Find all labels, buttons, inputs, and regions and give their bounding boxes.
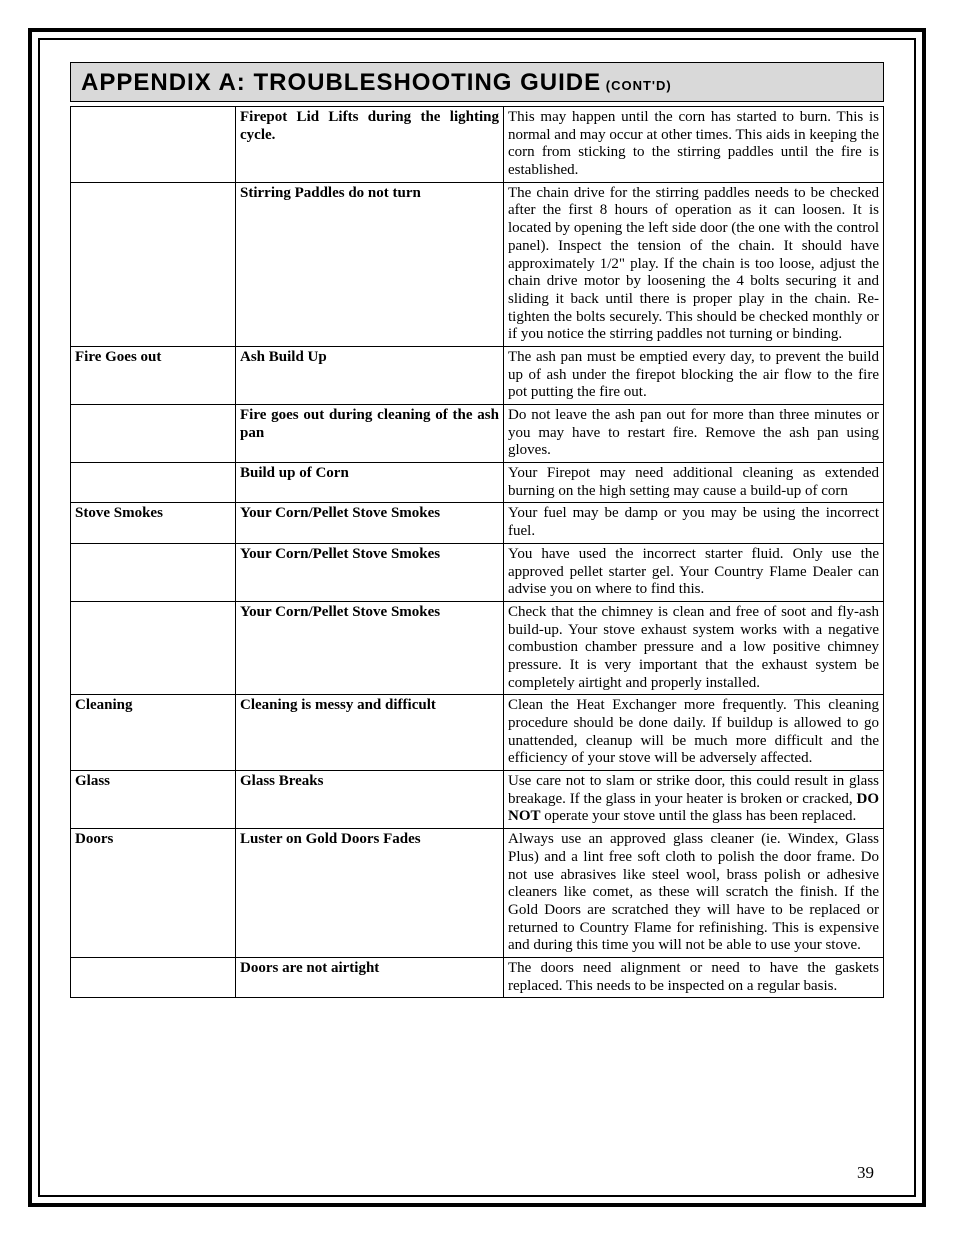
- problem-cell: Glass Breaks: [236, 771, 504, 829]
- table-row: Build up of CornYour Firepot may need ad…: [71, 463, 884, 503]
- problem-cell: Stirring Paddles do not turn: [236, 182, 504, 346]
- category-cell: [71, 182, 236, 346]
- page-title: APPENDIX A: TROUBLESHOOTING GUIDE: [81, 69, 601, 96]
- category-cell: Cleaning: [71, 695, 236, 771]
- solution-cell: The chain drive for the stirring paddles…: [504, 182, 884, 346]
- category-cell: [71, 601, 236, 694]
- table-row: Firepot Lid Lifts during the lighting cy…: [71, 107, 884, 183]
- table-row: Fire goes out during cleaning of the ash…: [71, 405, 884, 463]
- category-cell: [71, 543, 236, 601]
- problem-cell: Ash Build Up: [236, 346, 504, 404]
- category-cell: [71, 405, 236, 463]
- troubleshooting-table: Firepot Lid Lifts during the lighting cy…: [70, 106, 884, 998]
- solution-cell: Use care not to slam or strike door, thi…: [504, 771, 884, 829]
- problem-cell: Cleaning is messy and difficult: [236, 695, 504, 771]
- category-cell: Fire Goes out: [71, 346, 236, 404]
- outer-frame: APPENDIX A: TROUBLESHOOTING GUIDE (CONT'…: [28, 28, 926, 1207]
- title-banner: APPENDIX A: TROUBLESHOOTING GUIDE (CONT'…: [70, 62, 884, 102]
- problem-cell: Build up of Corn: [236, 463, 504, 503]
- solution-cell: The doors need alignment or need to have…: [504, 957, 884, 997]
- page-number: 39: [857, 1163, 874, 1183]
- category-cell: Stove Smokes: [71, 503, 236, 543]
- solution-cell: Your Firepot may need additional cleanin…: [504, 463, 884, 503]
- problem-cell: Luster on Gold Doors Fades: [236, 829, 504, 958]
- table-row: Stirring Paddles do not turnThe chain dr…: [71, 182, 884, 346]
- solution-cell: Check that the chimney is clean and free…: [504, 601, 884, 694]
- table-body: Firepot Lid Lifts during the lighting cy…: [71, 107, 884, 998]
- solution-cell: Always use an approved glass cleaner (ie…: [504, 829, 884, 958]
- solution-cell: The ash pan must be emptied every day, t…: [504, 346, 884, 404]
- problem-cell: Your Corn/Pellet Stove Smokes: [236, 601, 504, 694]
- problem-cell: Your Corn/Pellet Stove Smokes: [236, 543, 504, 601]
- table-row: DoorsLuster on Gold Doors FadesAlways us…: [71, 829, 884, 958]
- table-row: Fire Goes outAsh Build UpThe ash pan mus…: [71, 346, 884, 404]
- solution-cell: This may happen until the corn has start…: [504, 107, 884, 183]
- table-row: Your Corn/Pellet Stove SmokesCheck that …: [71, 601, 884, 694]
- table-row: GlassGlass BreaksUse care not to slam or…: [71, 771, 884, 829]
- table-row: CleaningCleaning is messy and difficultC…: [71, 695, 884, 771]
- table-row: Your Corn/Pellet Stove SmokesYou have us…: [71, 543, 884, 601]
- problem-cell: Doors are not airtight: [236, 957, 504, 997]
- category-cell: Glass: [71, 771, 236, 829]
- category-cell: Doors: [71, 829, 236, 958]
- solution-cell: You have used the incorrect starter flui…: [504, 543, 884, 601]
- category-cell: [71, 107, 236, 183]
- category-cell: [71, 957, 236, 997]
- problem-cell: Your Corn/Pellet Stove Smokes: [236, 503, 504, 543]
- solution-cell: Clean the Heat Exchanger more frequently…: [504, 695, 884, 771]
- problem-cell: Firepot Lid Lifts during the lighting cy…: [236, 107, 504, 183]
- inner-frame: APPENDIX A: TROUBLESHOOTING GUIDE (CONT'…: [38, 38, 916, 1197]
- problem-cell: Fire goes out during cleaning of the ash…: [236, 405, 504, 463]
- table-row: Doors are not airtightThe doors need ali…: [71, 957, 884, 997]
- solution-cell: Your fuel may be damp or you may be usin…: [504, 503, 884, 543]
- document-page: APPENDIX A: TROUBLESHOOTING GUIDE (CONT'…: [0, 0, 954, 1235]
- title-contd: (CONT'D): [601, 78, 672, 93]
- solution-cell: Do not leave the ash pan out for more th…: [504, 405, 884, 463]
- table-row: Stove SmokesYour Corn/Pellet Stove Smoke…: [71, 503, 884, 543]
- category-cell: [71, 463, 236, 503]
